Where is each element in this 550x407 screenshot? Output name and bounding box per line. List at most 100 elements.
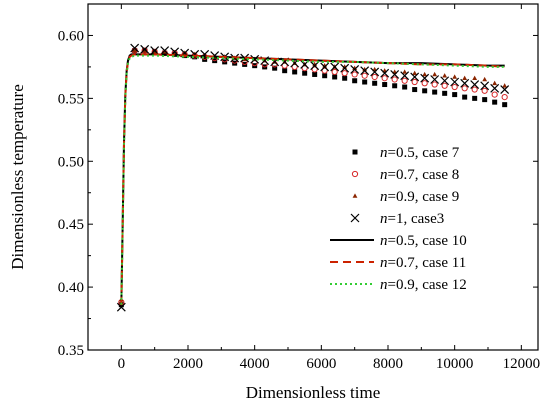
data-point [370,67,380,77]
data-point [422,88,428,94]
data-point [460,78,470,88]
data-point [472,95,478,101]
y-axis-title: Dimensionless temperature [8,84,27,270]
x-tick-label: 12000 [503,356,541,372]
data-point [421,80,428,87]
data-point [481,87,488,94]
legend-label: n=0.9, case 12 [380,277,467,293]
data-point [350,65,360,74]
x-axis: 0 2000 4000 6000 8000 10000 12000 [87,4,541,372]
data-point [452,74,458,79]
data-point [351,71,358,78]
data-point [380,68,390,78]
data-point [501,94,508,101]
data-point [482,97,488,103]
y-tick-label: 0.45 [58,217,84,233]
x-tick-label: 4000 [240,356,270,372]
data-point [360,66,370,76]
data-point [401,77,408,84]
data-point [381,75,388,82]
data-point [372,80,378,86]
data-point [502,102,508,108]
y-tick-label: 0.40 [58,280,84,296]
x-tick-label: 8000 [373,356,403,372]
data-point [371,73,378,81]
data-point [391,76,398,83]
data-point [490,83,500,93]
data-point [422,71,428,77]
data-point [310,61,320,71]
legend-swatch [350,213,360,223]
data-point [362,79,368,85]
data-point [480,81,490,91]
data-point [412,70,418,75]
data-point [502,83,508,88]
legend-label: n=0.7, case 8 [380,167,459,183]
data-point [440,76,450,86]
x-tick-label: 6000 [306,356,336,372]
data-point [321,67,328,74]
legend-swatch [351,170,359,178]
data-point [272,65,278,71]
data-point [390,70,400,79]
data-point [482,76,488,82]
legend-label: n=0.5, case 10 [380,233,467,249]
data-point [410,72,420,82]
data-point [352,78,358,84]
data-point [402,84,408,90]
data-point [282,68,288,74]
data-point [442,90,448,96]
data-point [140,44,150,54]
data-point [292,69,298,75]
series [120,53,505,305]
series-layer [116,43,510,312]
data-point [116,302,126,312]
legend-swatch [352,193,358,198]
data-point [320,62,330,72]
data-point [332,74,338,80]
x-tick-label: 10000 [436,356,474,372]
data-point [471,86,478,93]
data-point [452,92,458,98]
data-point [130,43,140,53]
x-axis-title: Dimensionless time [246,383,381,402]
x-tick-label: 2000 [173,356,203,372]
data-point [392,83,398,89]
data-point [382,82,388,88]
data-point [411,78,418,86]
data-point [160,46,170,55]
data-point [451,83,458,91]
data-point [450,77,460,87]
data-point [492,80,498,86]
data-point [441,82,448,89]
data-point [462,94,468,100]
legend-label: n=1, case3 [380,211,444,227]
data-point [340,63,350,73]
data-point [432,71,438,77]
legend-label: n=0.5, case 7 [380,145,460,161]
data-point [361,72,368,79]
data-point [342,75,348,81]
legend: n=0.5, case 7 n=0.7, case 8 n=0.9, case 9 n… [330,145,467,293]
x-tick-label: 0 [118,356,126,372]
plot-frame [87,3,539,351]
data-point [302,70,308,76]
data-point [430,75,440,84]
data-point [330,62,340,72]
y-tick-label: 0.55 [58,91,84,107]
data-point [431,81,438,88]
data-point [472,75,478,81]
data-point [331,68,338,76]
data-point [150,46,160,55]
data-point [462,75,468,81]
data-point [341,70,348,77]
data-point [461,85,468,92]
data-point [442,73,448,78]
y-tick-label: 0.60 [58,28,84,44]
data-point [132,47,138,53]
y-axis: 0.35 0.40 0.45 0.50 0.55 0.60 [58,3,538,359]
data-point [492,99,498,105]
data-point [400,71,410,81]
data-point [322,73,328,79]
